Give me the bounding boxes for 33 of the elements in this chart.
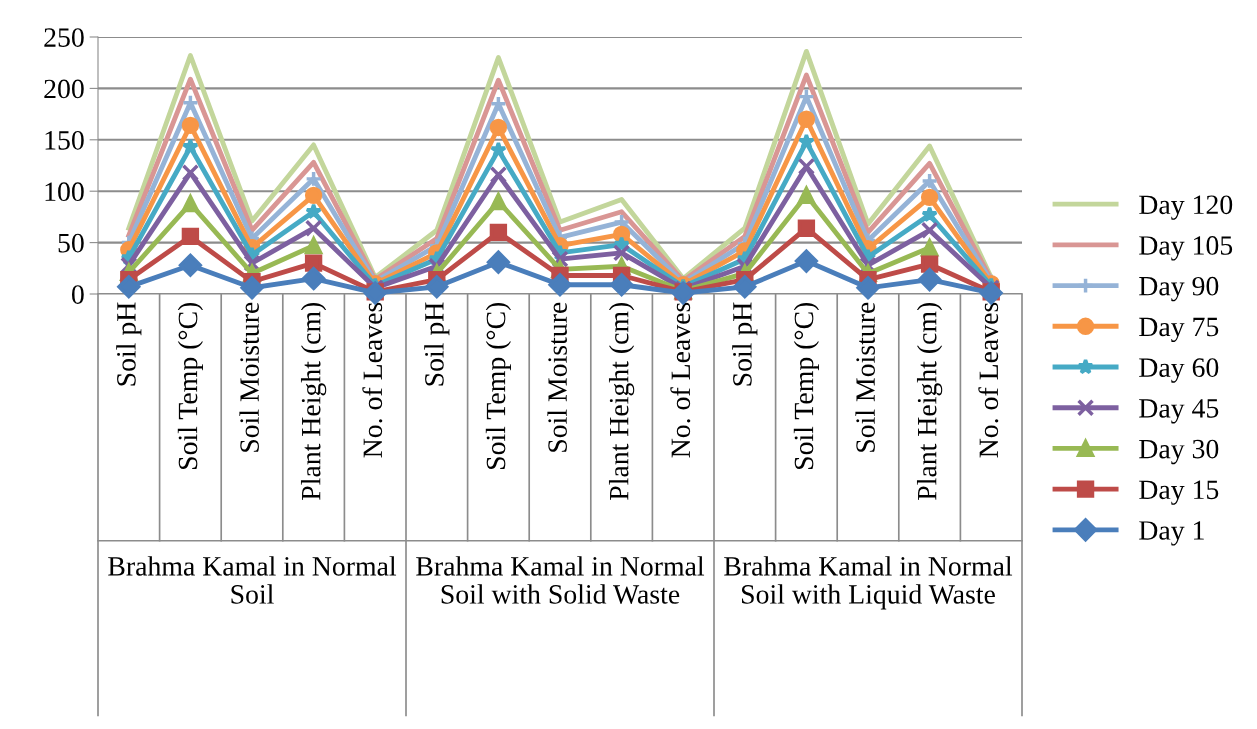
y-tick-label: 150 — [45, 130, 84, 150]
x-tick-label: Soil Temp (°C) — [177, 302, 203, 470]
x-tick-label: Soil Moisture — [855, 302, 875, 452]
x-tick-label: No. of Leaves — [978, 302, 999, 458]
x-tick-label: No. of Leaves — [362, 302, 383, 458]
x-tick-label: Soil Temp (°C) — [485, 302, 511, 470]
y-tick-label: 0 — [71, 285, 84, 304]
legend-label: Day 75 — [1139, 317, 1219, 342]
y-tick-label: 50 — [58, 233, 84, 253]
x-tick-label: Plant Height (cm) — [608, 302, 635, 500]
legend-label: Day 15 — [1139, 480, 1219, 505]
x-tick-label: Plant Height (cm) — [916, 302, 943, 500]
x-tick-label: Soil Moisture — [547, 302, 567, 452]
x-tick-label: Soil Temp (°C) — [793, 302, 819, 470]
x-tick-label: Soil pH — [116, 302, 142, 386]
legend-label: Day 120 — [1139, 195, 1233, 220]
legend-label: Day 30 — [1139, 439, 1219, 465]
legend-label: Day 90 — [1139, 276, 1219, 302]
text: Brahma Kamal in Normal Soil with Liquid Waste — [724, 556, 1013, 610]
legend-label: Day 45 — [1139, 399, 1219, 424]
x-tick-label: Plant Height (cm) — [300, 302, 327, 500]
x-tick-label: Soil Moisture — [239, 302, 259, 452]
x-tick-label: Soil pH — [732, 302, 758, 386]
x-tick-label: No. of Leaves — [670, 302, 691, 458]
legend-label: Day 105 — [1139, 236, 1233, 261]
x-tick-label: Soil pH — [424, 302, 450, 386]
legend-label: Day 1 — [1139, 521, 1204, 546]
y-tick-label: 250 — [44, 28, 84, 47]
legend-label: Day 60 — [1139, 358, 1219, 383]
y-tick-label: 200 — [44, 79, 84, 99]
text: Brahma Kamal in Normal Soil with Solid Waste — [416, 556, 705, 604]
y-tick-label: 100 — [45, 182, 84, 202]
text: Brahma Kamal in Normal Soil — [108, 556, 397, 604]
